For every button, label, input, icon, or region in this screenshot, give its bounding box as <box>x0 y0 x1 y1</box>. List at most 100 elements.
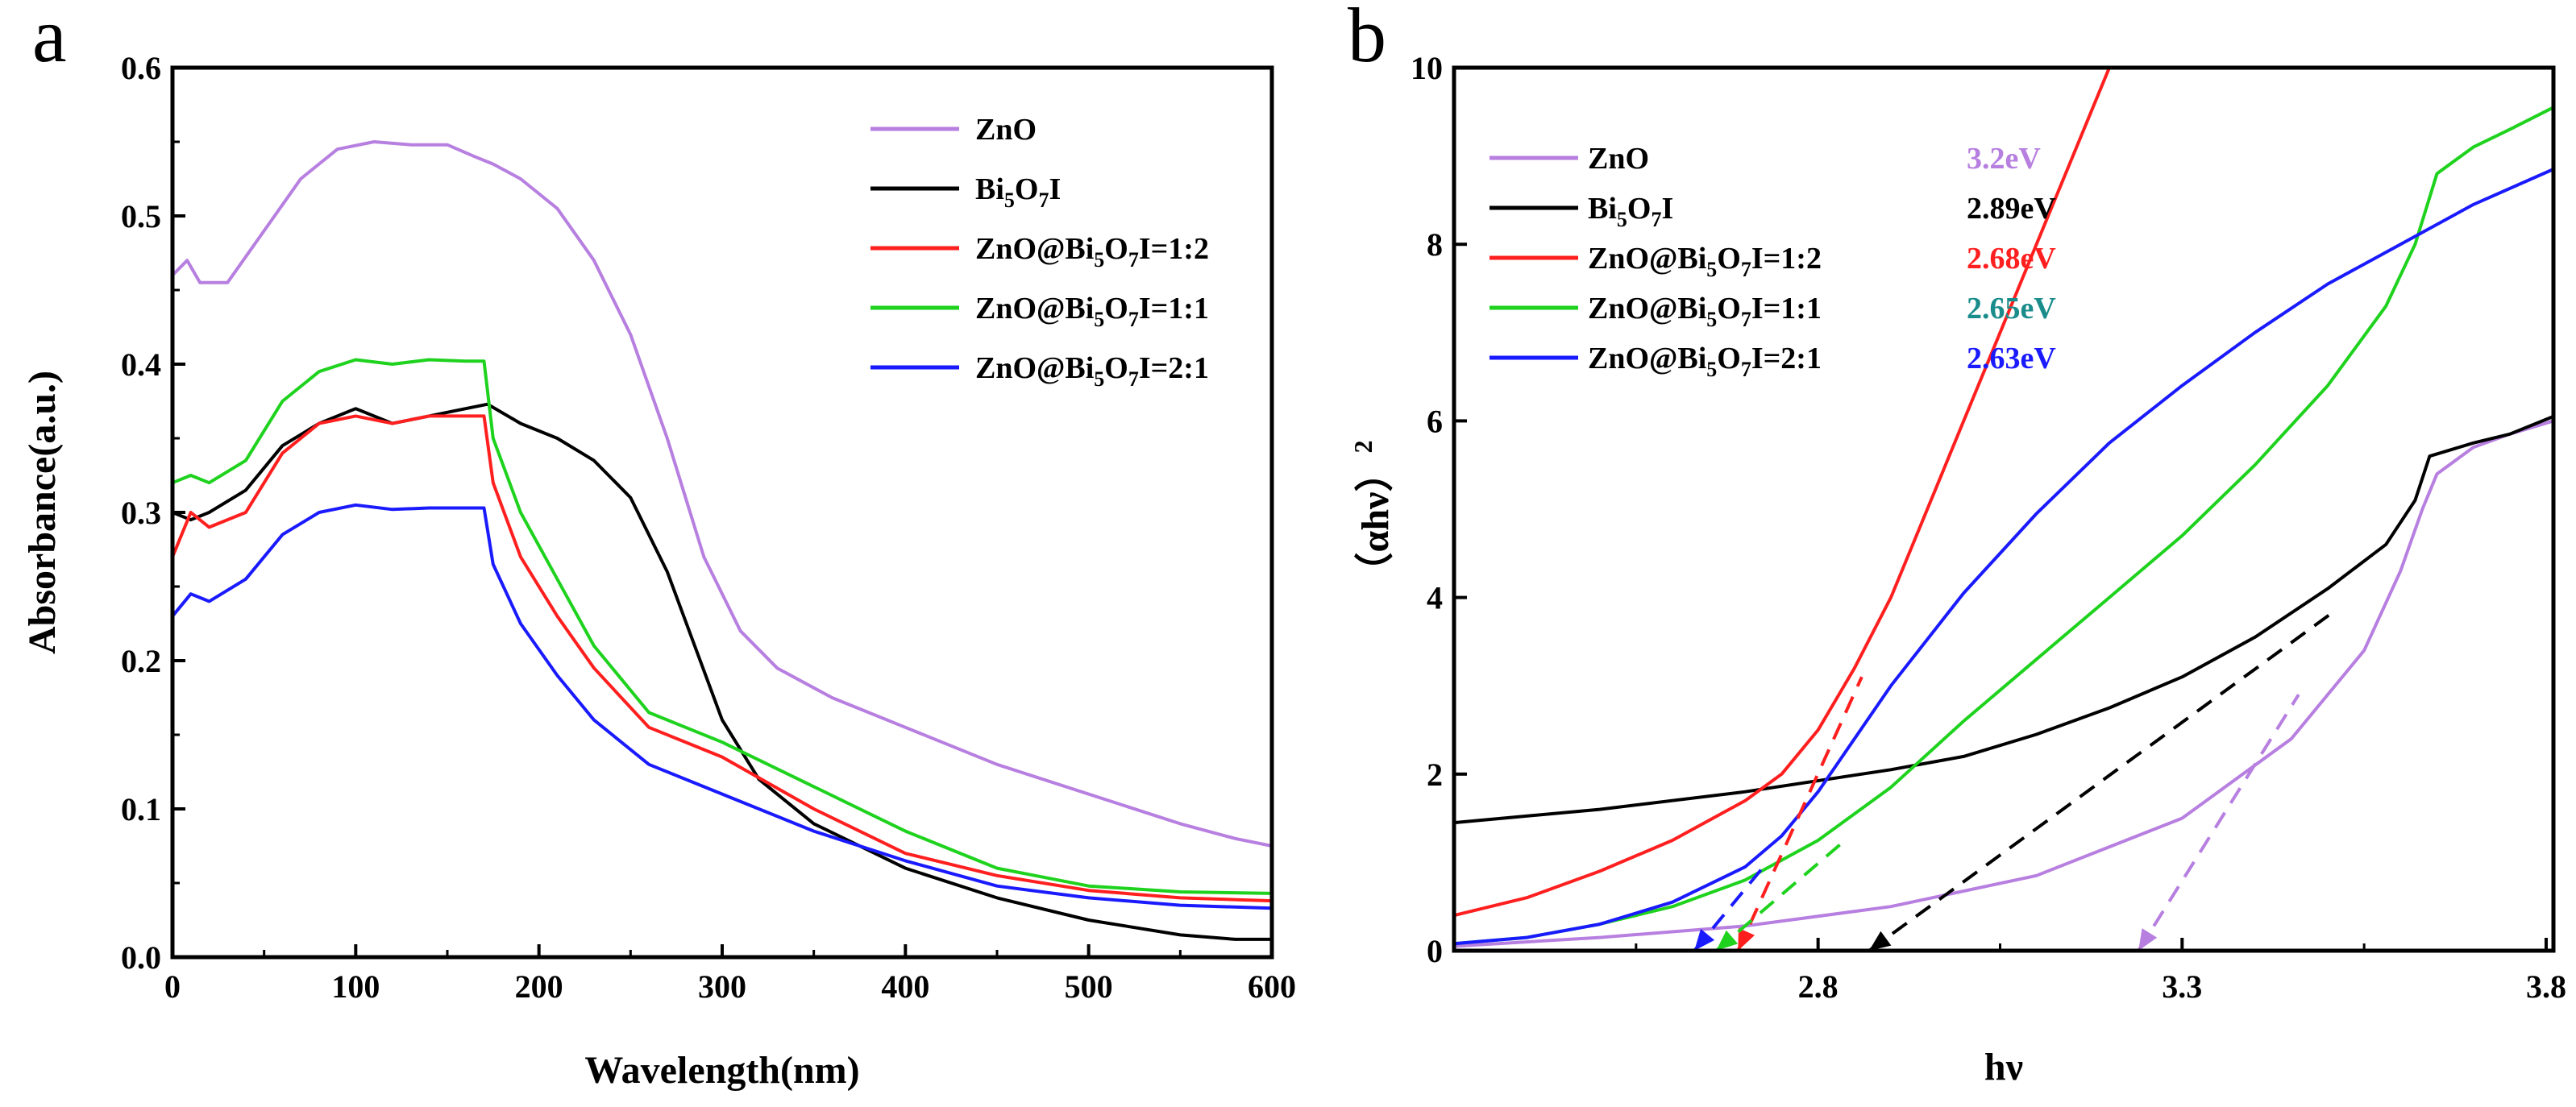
b-tangents <box>1693 609 2337 952</box>
label-part: I=1:2 <box>1751 242 1822 276</box>
band-gap-label: 2.68eV <box>1967 242 2056 276</box>
series-line <box>171 414 1273 903</box>
series-line <box>1453 415 2554 825</box>
plot-frame <box>170 65 1274 960</box>
subscript: 7 <box>1128 308 1139 331</box>
legend-label: ZnO@Bi5O7I=2:1 <box>975 351 1209 391</box>
label-part: ZnO@Bi <box>975 232 1094 266</box>
tangent-line <box>1693 861 1768 952</box>
legend-label: Bi5O7I <box>1588 192 1673 231</box>
subscript: 5 <box>1094 308 1104 331</box>
label-part: ZnO@Bi <box>1588 242 1706 276</box>
subscript: 5 <box>1094 248 1104 272</box>
subscript: 7 <box>1741 258 1751 281</box>
x-tick-label: 500 <box>1065 968 1113 1005</box>
a-ticks: 0 100 200 300 400 500 600 0.0 0.1 0.2 0.3 0.4 0.5 0.6 <box>121 50 1296 1005</box>
y-tick-label: 0.4 <box>121 346 161 383</box>
x-tick-label: 600 <box>1248 968 1296 1005</box>
intercept-arrow <box>1694 928 1715 951</box>
y-tick-label: 0.2 <box>121 643 161 679</box>
label-part: O <box>1717 342 1741 375</box>
label-part: I=2:1 <box>1139 351 1209 385</box>
x-tick-label: 2.8 <box>1798 968 1839 1005</box>
series-line <box>1453 168 2554 946</box>
b-series <box>1453 67 2554 948</box>
tangent-line <box>1736 676 1863 952</box>
label-part: ZnO <box>975 113 1037 147</box>
subscript: 7 <box>1651 208 1661 231</box>
subscript: 5 <box>1617 208 1627 231</box>
label-part: I=2:1 <box>1751 342 1822 375</box>
subscript: 5 <box>1706 358 1717 381</box>
y-tick-label: 10 <box>1411 50 1443 86</box>
series-line <box>171 503 1273 910</box>
label-part: I <box>1049 172 1061 206</box>
y-tick-label: 0.5 <box>121 198 161 234</box>
label-part: O <box>1104 292 1128 325</box>
y-axis-title: （αhν）2 <box>1348 441 1397 591</box>
x-axis-title: hν <box>1984 1046 2023 1088</box>
label-part: I=1:1 <box>1139 292 1209 325</box>
band-gap-label: 3.2eV <box>1967 142 2041 176</box>
band-gap-label: 2.63eV <box>1967 342 2056 375</box>
legend-label: ZnO@Bi5O7I=1:1 <box>1588 292 1822 331</box>
y-axis-title: Absorbance(a.u.) <box>21 371 64 654</box>
label-part: O <box>1717 242 1741 276</box>
legend-label: ZnO@Bi5O7I=2:1 <box>1588 342 1822 381</box>
subscript: 7 <box>1128 248 1139 272</box>
subscript: 7 <box>1741 308 1751 331</box>
y-tick-label: 4 <box>1427 580 1443 616</box>
x-tick-label: 0 <box>164 968 181 1005</box>
x-tick-label: 3.3 <box>2162 968 2202 1005</box>
label-part: O <box>1015 172 1039 206</box>
label-part: I <box>1661 192 1673 226</box>
series-line <box>1453 67 2111 918</box>
band-gap-label: 2.89eV <box>1967 192 2056 226</box>
plot-frame <box>1452 65 2556 953</box>
subscript: 5 <box>1004 189 1015 212</box>
panel-a: a 0 100 200 300 400 500 6000.00.10.20.30.40.50… <box>21 0 1296 1092</box>
series-line <box>172 402 1272 941</box>
tangent-line <box>2137 694 2300 952</box>
label-part: O <box>1104 232 1128 266</box>
x-tick-label: 3.8 <box>2526 968 2566 1005</box>
subscript: 7 <box>1741 358 1751 381</box>
label-part: O <box>1104 351 1128 385</box>
x-tick-label: 400 <box>881 968 929 1005</box>
legend: ZnOBi5O7IZnO@Bi5O7I=1:2ZnO@Bi5O7I=1:1ZnO… <box>870 113 1209 391</box>
y-tick-label: 0.0 <box>121 939 161 976</box>
legend-label: ZnO <box>975 113 1037 147</box>
series-line <box>172 358 1273 895</box>
label-part: Bi <box>1588 192 1617 226</box>
series-line <box>171 140 1273 848</box>
subscript: 5 <box>1706 258 1717 281</box>
label-part: Bi <box>975 172 1004 206</box>
legend-label: ZnO@Bi5O7I=1:2 <box>975 232 1209 272</box>
label-part: ZnO@Bi <box>975 351 1094 385</box>
label-part: ZnO@Bi <box>1588 342 1706 375</box>
legend-label: ZnO@Bi5O7I=1:2 <box>1588 242 1822 281</box>
a-series <box>171 140 1273 941</box>
subscript: 7 <box>1128 367 1139 391</box>
y-tick-label: 2 <box>1427 757 1443 793</box>
y-axis-title-main: （αhν） <box>1354 454 1397 591</box>
band-gap-label: 2.65eV <box>1967 292 2056 325</box>
intercept-arrow <box>1738 927 1755 951</box>
label-part: ZnO <box>1588 142 1649 176</box>
tangent-line <box>1868 609 2337 952</box>
y-tick-label: 6 <box>1427 403 1443 439</box>
y-tick-label: 8 <box>1427 226 1443 263</box>
label-part: O <box>1627 192 1652 226</box>
y-tick-label: 0.3 <box>121 495 161 531</box>
label-part: O <box>1717 292 1741 325</box>
subscript: 5 <box>1706 308 1717 331</box>
y-tick-label: 0.1 <box>121 791 161 827</box>
label-part: ZnO@Bi <box>975 292 1094 325</box>
legend-label: Bi5O7I <box>975 172 1061 212</box>
legend-label: ZnO <box>1588 142 1649 176</box>
y-axis-title-exp: 2 <box>1348 441 1377 454</box>
panel-label: a <box>32 0 67 78</box>
